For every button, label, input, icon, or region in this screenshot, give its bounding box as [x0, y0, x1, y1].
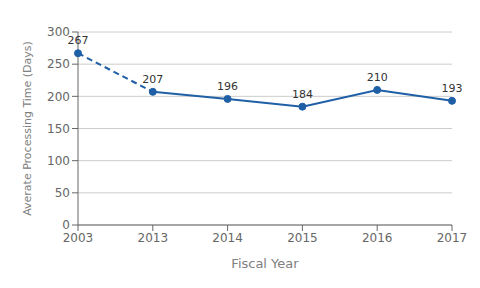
svg-text:200: 200	[47, 90, 70, 104]
svg-text:196: 196	[217, 80, 238, 93]
svg-text:2015: 2015	[287, 231, 318, 245]
svg-text:2016: 2016	[362, 231, 393, 245]
svg-text:250: 250	[47, 57, 70, 71]
svg-text:210: 210	[367, 71, 388, 84]
svg-text:2003: 2003	[63, 231, 94, 245]
svg-text:150: 150	[47, 122, 70, 136]
svg-text:Fiscal Year: Fiscal Year	[231, 256, 299, 271]
svg-text:267: 267	[68, 34, 89, 47]
svg-text:50: 50	[55, 186, 70, 200]
svg-text:2014: 2014	[212, 231, 243, 245]
svg-text:300: 300	[47, 25, 70, 40]
svg-text:100: 100	[47, 154, 70, 168]
svg-text:2017: 2017	[437, 231, 468, 245]
svg-text:0: 0	[62, 218, 70, 232]
svg-text:207: 207	[142, 73, 163, 86]
svg-text:193: 193	[442, 82, 463, 95]
svg-text:184: 184	[292, 88, 313, 101]
svg-text:2013: 2013	[138, 231, 169, 245]
svg-text:Averate Processing Time (Days): Averate Processing Time (Days)	[21, 41, 34, 216]
